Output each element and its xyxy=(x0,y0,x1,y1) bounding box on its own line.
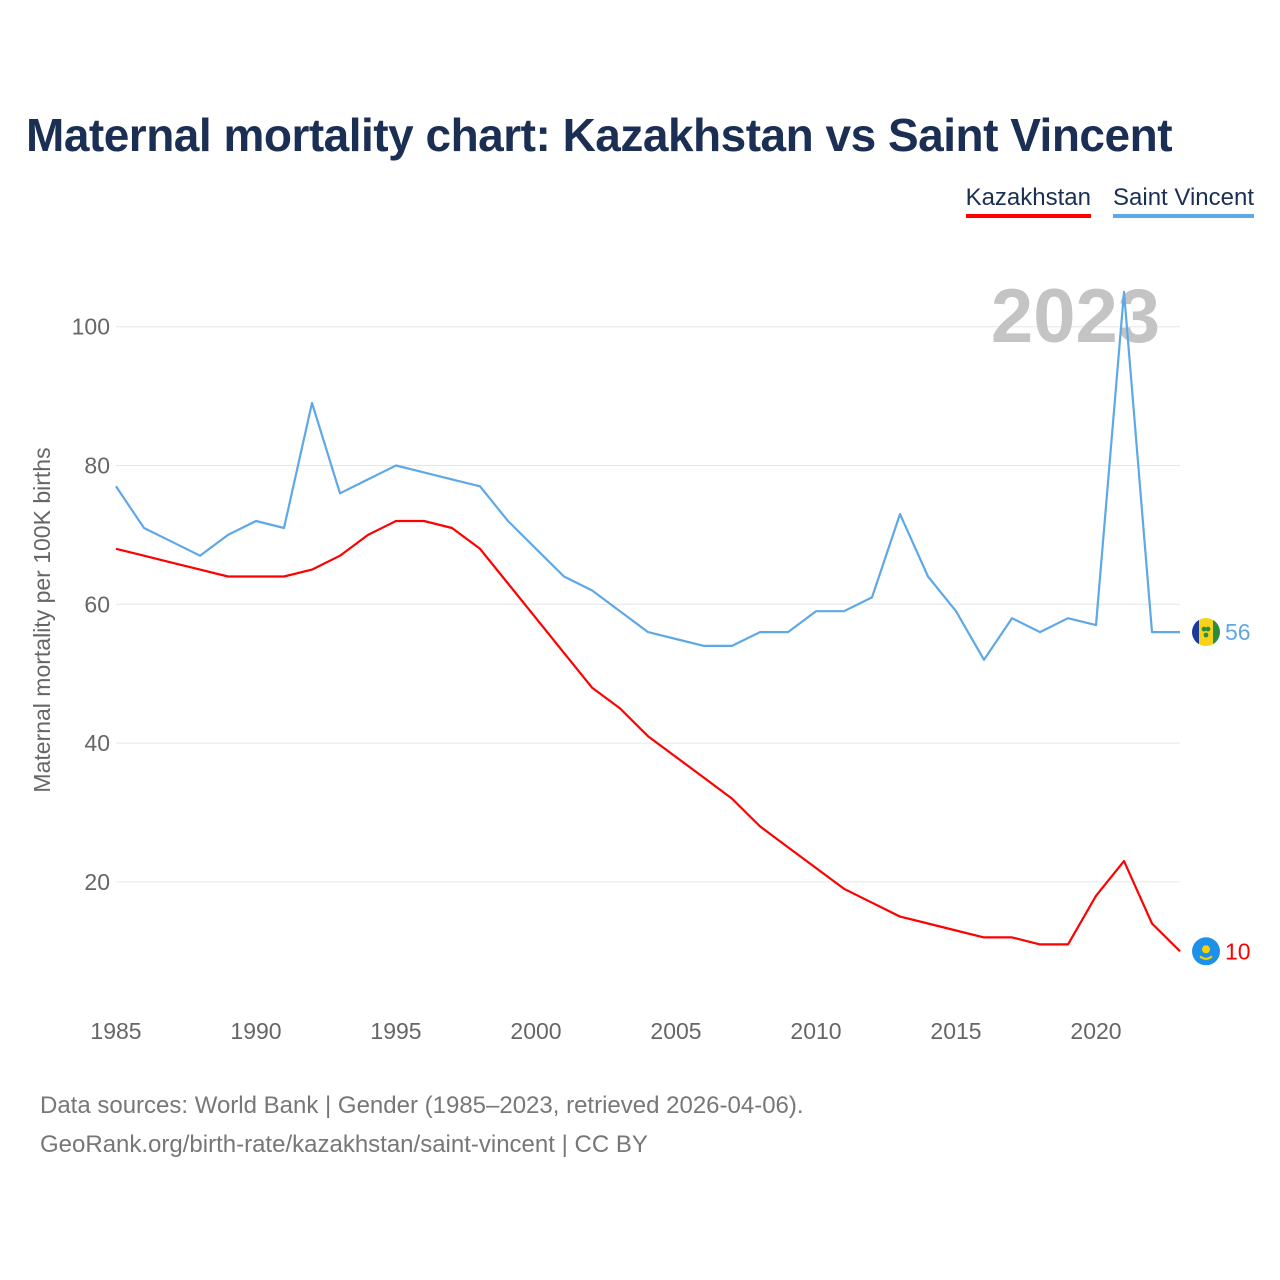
source-note: Data sources: World Bank | Gender (1985–… xyxy=(40,1086,804,1164)
x-axis-ticks: 1985 1990 1995 2000 2005 2010 2015 2020 xyxy=(90,1018,1121,1044)
y-tick-60: 60 xyxy=(84,591,110,617)
chart-title: Maternal mortality chart: Kazakhstan vs … xyxy=(26,109,1173,161)
series-line-kazakhstan[interactable] xyxy=(115,519,1181,953)
source-line-1: Data sources: World Bank | Gender (1985–… xyxy=(40,1092,804,1119)
sv-flag-diamond xyxy=(1203,632,1209,638)
y-axis-ticks: 20 40 60 80 100 xyxy=(72,314,110,895)
year-watermark: 2023 xyxy=(991,274,1160,359)
x-tick-2010: 2010 xyxy=(790,1018,841,1044)
x-tick-1985: 1985 xyxy=(90,1018,141,1044)
line-chart: 2023 20 40 60 80 100 1985 1990 1995 2000 2005 201… xyxy=(29,274,1251,1044)
sv-flag-blue xyxy=(1192,618,1199,647)
legend: Kazakhstan Saint Vincent xyxy=(965,184,1254,218)
gridlines xyxy=(116,326,1180,883)
end-label-kazakhstan: 10 xyxy=(1225,938,1251,964)
sv-flag-diamond xyxy=(1205,626,1211,632)
y-tick-40: 40 xyxy=(84,730,110,756)
kazakhstan-flag-sun xyxy=(1202,945,1210,954)
sv-flag-green xyxy=(1213,618,1220,647)
y-axis-title: Maternal mortality per 100K births xyxy=(29,447,55,792)
legend-item-saint-vincent[interactable]: Saint Vincent xyxy=(1113,184,1254,218)
kazakhstan-flag-icon xyxy=(1192,937,1220,966)
y-tick-80: 80 xyxy=(84,453,110,479)
saint-vincent-flag-icon xyxy=(1192,618,1220,647)
end-label-saint-vincent: 56 xyxy=(1225,619,1251,645)
series-lines xyxy=(115,290,1181,953)
y-tick-100: 100 xyxy=(72,314,110,340)
end-markers: 10 56 xyxy=(1192,618,1251,966)
x-tick-2015: 2015 xyxy=(930,1018,981,1044)
sv-flag-yellow xyxy=(1199,618,1213,647)
kazakhstan-flag-eagle xyxy=(1199,955,1213,960)
source-line-2[interactable]: GeoRank.org/birth-rate/kazakhstan/saint-… xyxy=(40,1131,648,1158)
y-tick-20: 20 xyxy=(84,869,110,895)
x-tick-2005: 2005 xyxy=(650,1018,701,1044)
series-line-saint-vincent[interactable] xyxy=(115,290,1180,661)
x-tick-2020: 2020 xyxy=(1070,1018,1121,1044)
legend-item-kazakhstan[interactable]: Kazakhstan xyxy=(965,184,1091,218)
x-tick-1990: 1990 xyxy=(230,1018,281,1044)
x-tick-1995: 1995 xyxy=(370,1018,421,1044)
x-tick-2000: 2000 xyxy=(510,1018,561,1044)
sv-flag-diamond xyxy=(1201,626,1207,632)
